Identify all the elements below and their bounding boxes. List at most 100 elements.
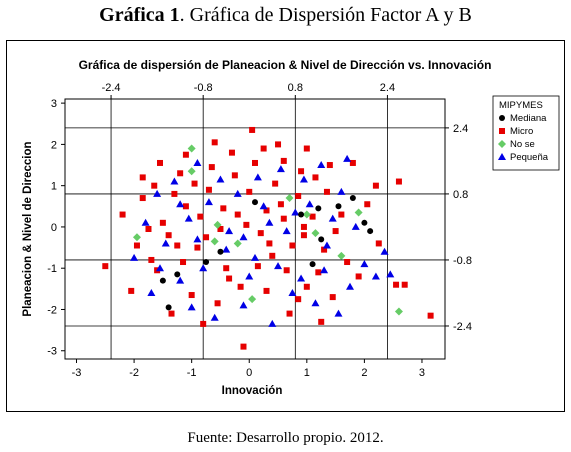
legend-marker-diamond (498, 140, 506, 148)
data-point-diamond (233, 239, 242, 248)
data-point-circle (174, 271, 181, 278)
data-point-triangle (320, 266, 329, 274)
plot-area (64, 98, 446, 360)
data-point-circle (217, 248, 224, 255)
data-point-square (295, 192, 302, 199)
data-point-square (393, 281, 400, 288)
data-point-square (289, 242, 296, 249)
data-point-square (246, 188, 253, 195)
legend-entry-label: Pequeña (510, 152, 549, 163)
data-point-square (272, 180, 279, 187)
data-point-square (191, 180, 198, 187)
data-point-square (338, 211, 345, 218)
data-point-square (375, 240, 382, 247)
data-point-square (295, 296, 302, 303)
data-point-circle (361, 219, 368, 226)
scatter-chart: Gráfica de dispersión de Planeacion & Ni… (22, 58, 560, 397)
figure-caption-text: . Gráfica de Dispersión Factor A y B (179, 4, 472, 26)
data-point-diamond (248, 295, 257, 304)
data-point-circle (298, 211, 305, 218)
x-tick-label: -2 (129, 367, 139, 379)
data-point-circle (367, 228, 374, 235)
data-point-triangle (147, 288, 156, 296)
data-point-circle (315, 205, 322, 212)
data-point-square (151, 182, 158, 189)
data-point-triangle (193, 158, 202, 166)
data-point-square (168, 310, 175, 317)
data-point-square (208, 164, 215, 171)
x-tick-label: -1 (187, 367, 197, 379)
data-point-square (277, 201, 284, 208)
right-tick-label: 0.8 (453, 189, 468, 201)
x-tick-label: 0 (246, 367, 252, 379)
right-tick-label: -2.4 (453, 321, 472, 333)
data-point-triangle (253, 173, 262, 181)
data-point-square (226, 275, 233, 282)
data-point-triangle (311, 299, 320, 307)
data-point-triangle (199, 264, 208, 272)
data-point-square (326, 162, 333, 169)
data-point-square (266, 240, 273, 247)
data-point-square (372, 182, 379, 189)
data-point-triangle (305, 200, 314, 208)
data-points (102, 126, 434, 350)
data-point-triangle (193, 235, 202, 243)
data-point-triangle (282, 227, 291, 235)
data-point-square (197, 213, 204, 220)
data-point-triangle (239, 233, 248, 241)
data-point-square (298, 168, 305, 175)
data-point-triangle (184, 214, 193, 222)
data-point-square (280, 157, 287, 164)
data-point-square (148, 256, 155, 263)
data-point-triangle (233, 189, 242, 197)
data-point-square (223, 265, 230, 272)
data-point-square (240, 343, 247, 350)
data-point-square (349, 159, 356, 166)
legend-marker-square (499, 128, 505, 134)
data-point-triangle (276, 165, 285, 173)
right-tick-label: -0.8 (453, 255, 472, 267)
data-point-triangle (265, 218, 274, 226)
data-point-circle (309, 261, 316, 268)
data-point-square (217, 226, 224, 232)
data-point-square (174, 242, 181, 249)
data-point-square (194, 244, 201, 251)
data-point-triangle (291, 208, 300, 216)
data-point-diamond (337, 251, 346, 260)
data-point-triangle (204, 198, 213, 206)
data-point-triangle (176, 276, 185, 284)
data-point-square (283, 267, 290, 274)
data-point-triangle (141, 218, 150, 226)
data-point-triangle (176, 200, 185, 208)
data-point-square (203, 234, 210, 241)
data-point-square (286, 310, 293, 317)
y-tick-label: 2 (51, 139, 57, 151)
data-point-square (133, 242, 140, 249)
data-point-square (401, 281, 408, 288)
data-point-square (182, 203, 189, 210)
data-point-circle (318, 236, 325, 243)
right-tick-label: 2.4 (453, 123, 468, 135)
data-point-square (205, 186, 212, 193)
x-tick-label: 2 (361, 367, 367, 379)
data-point-triangle (222, 245, 231, 253)
data-point-square (188, 292, 195, 299)
x-tick-label: 1 (304, 367, 310, 379)
data-point-circle (203, 259, 210, 266)
data-point-diamond (285, 194, 294, 203)
data-point-triangle (245, 272, 254, 280)
data-point-square (315, 269, 322, 276)
data-point-square (427, 312, 434, 319)
data-point-triangle (251, 253, 259, 261)
data-point-square (159, 219, 166, 226)
data-point-square (364, 201, 371, 208)
data-point-diamond (187, 144, 196, 153)
data-point-square (355, 273, 362, 280)
data-point-square (395, 178, 402, 185)
data-point-square (200, 320, 207, 327)
data-point-square (228, 149, 235, 156)
data-point-triangle (322, 241, 331, 249)
data-point-square (323, 188, 330, 195)
data-point-square (300, 232, 307, 239)
data-point-square (303, 283, 310, 290)
